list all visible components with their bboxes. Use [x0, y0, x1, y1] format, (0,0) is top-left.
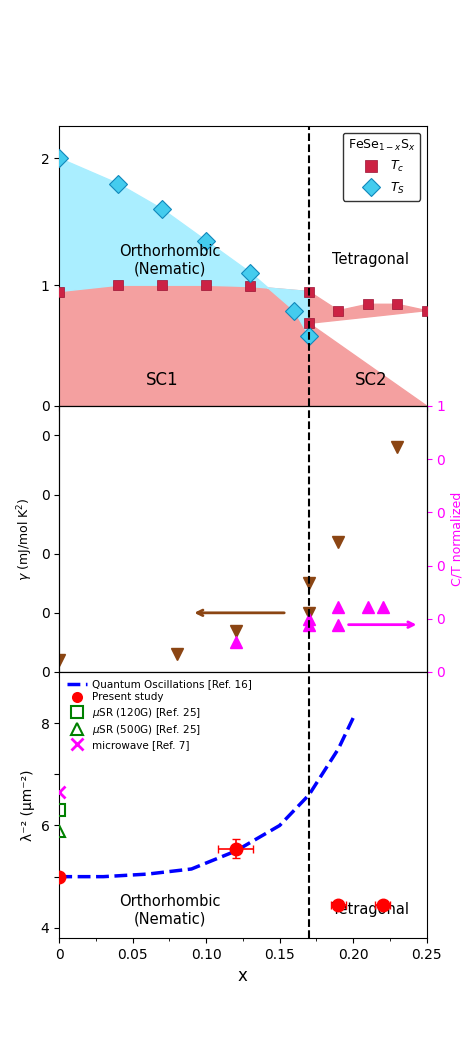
Y-axis label: λ⁻² (μm⁻²): λ⁻² (μm⁻²): [21, 769, 35, 841]
Y-axis label: $\gamma$ (mJ/mol K$^2$): $\gamma$ (mJ/mol K$^2$): [16, 497, 35, 581]
Polygon shape: [59, 286, 427, 406]
Legend: Quantum Oscillations [Ref. 16], Present study, $\mu$SR (120G) [Ref. 25], $\mu$SR: Quantum Oscillations [Ref. 16], Present …: [64, 677, 254, 752]
Text: Orthorhombic
(Nematic): Orthorhombic (Nematic): [118, 894, 220, 926]
Legend: $T_c$, $T_S$: $T_c$, $T_S$: [343, 133, 420, 200]
Text: Orthorhombic
(Nematic): Orthorhombic (Nematic): [118, 243, 220, 276]
Polygon shape: [59, 158, 309, 336]
Y-axis label: C/T normalized: C/T normalized: [451, 492, 464, 586]
X-axis label: x: x: [238, 968, 248, 985]
Text: SC2: SC2: [355, 371, 387, 390]
Text: Tetragonal: Tetragonal: [332, 902, 409, 917]
Text: Tetragonal: Tetragonal: [332, 252, 409, 268]
Text: SC1: SC1: [146, 371, 178, 390]
